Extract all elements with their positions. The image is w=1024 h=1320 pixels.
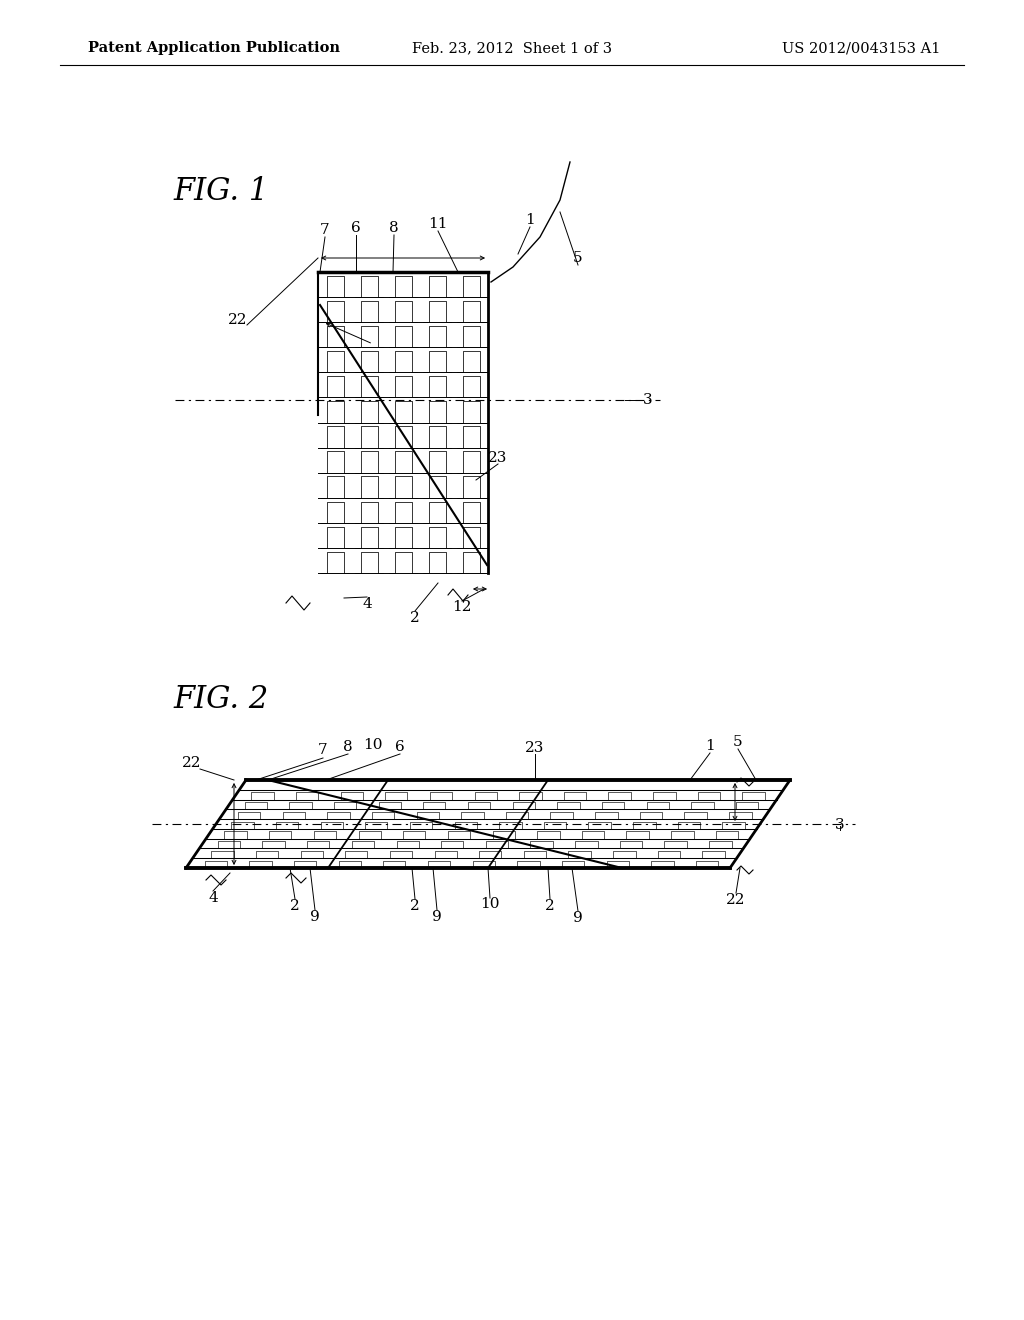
Text: 3: 3	[836, 818, 845, 832]
Text: 2: 2	[411, 899, 420, 913]
Text: 2: 2	[545, 899, 555, 913]
Text: 7: 7	[321, 223, 330, 238]
Text: 12: 12	[453, 601, 472, 614]
Text: 2: 2	[290, 899, 300, 913]
Text: 23: 23	[488, 451, 508, 465]
Text: 4: 4	[208, 891, 218, 906]
Text: 3: 3	[643, 393, 653, 407]
Text: 1: 1	[525, 213, 535, 227]
Text: US 2012/0043153 A1: US 2012/0043153 A1	[781, 41, 940, 55]
Text: FIG. 1: FIG. 1	[173, 177, 268, 207]
Text: 9: 9	[432, 909, 442, 924]
Text: 23: 23	[525, 741, 545, 755]
Text: 7: 7	[318, 743, 328, 756]
Text: 6: 6	[351, 220, 360, 235]
Text: 10: 10	[364, 738, 383, 752]
Text: FIG. 2: FIG. 2	[173, 685, 268, 715]
Text: Feb. 23, 2012  Sheet 1 of 3: Feb. 23, 2012 Sheet 1 of 3	[412, 41, 612, 55]
Text: 22: 22	[228, 313, 248, 327]
Text: 10: 10	[480, 898, 500, 911]
Text: 8: 8	[389, 220, 398, 235]
Text: 6: 6	[395, 741, 404, 754]
Text: 8: 8	[343, 741, 353, 754]
Text: 11: 11	[428, 216, 447, 231]
Text: 5: 5	[733, 735, 742, 748]
Text: 2: 2	[411, 611, 420, 624]
Text: Patent Application Publication: Patent Application Publication	[88, 41, 340, 55]
Text: 4: 4	[362, 597, 372, 611]
Text: 9: 9	[573, 911, 583, 925]
Text: 22: 22	[182, 756, 202, 770]
Text: 5: 5	[573, 251, 583, 265]
Text: 22: 22	[726, 894, 745, 907]
Text: 9: 9	[310, 909, 319, 924]
Text: 1: 1	[706, 739, 715, 752]
